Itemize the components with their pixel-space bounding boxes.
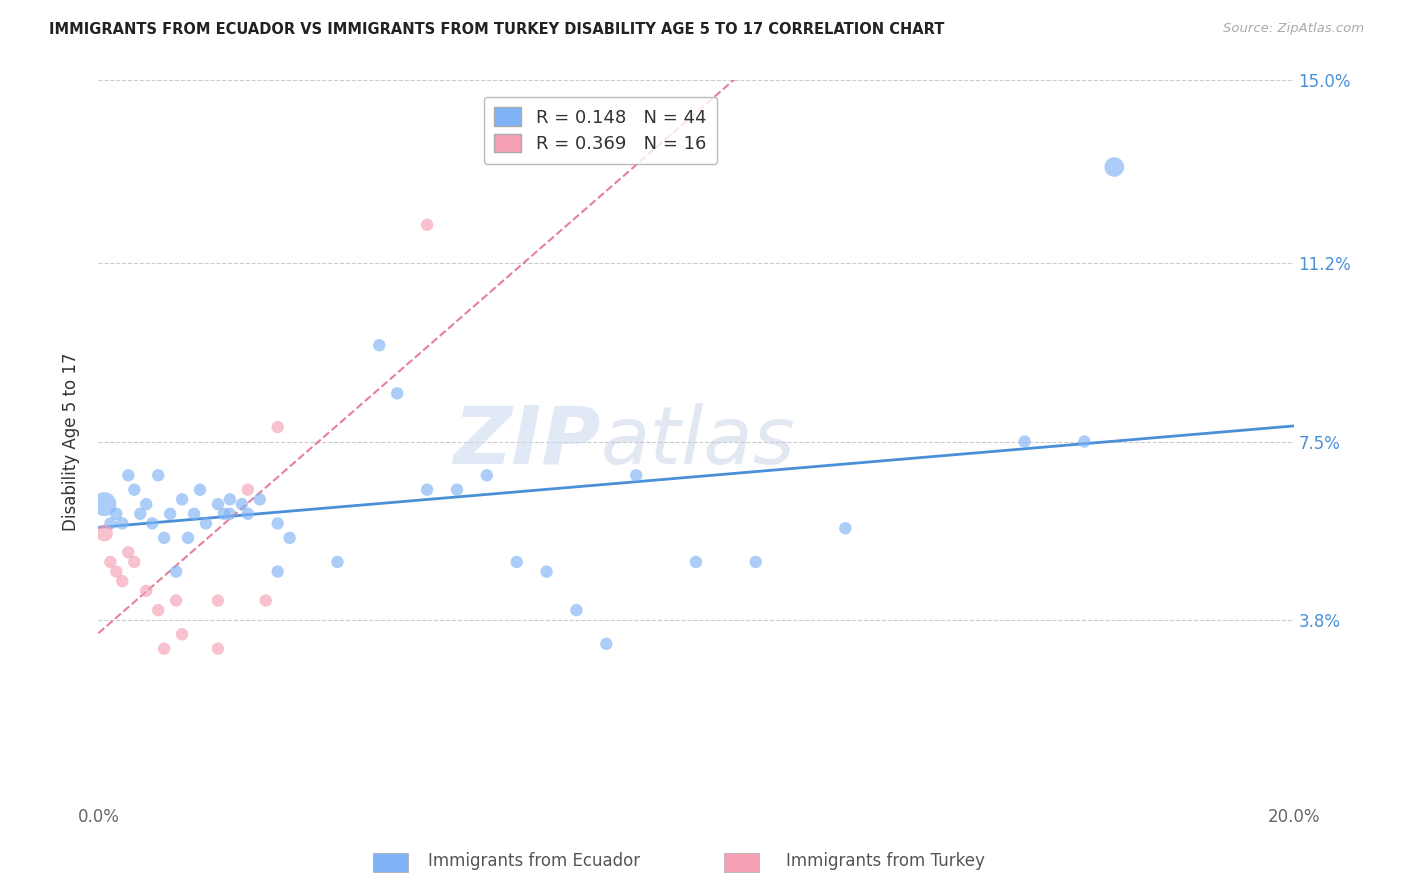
Point — [249, 492, 271, 507]
Point — [595, 637, 617, 651]
Point — [626, 468, 648, 483]
Point — [219, 507, 242, 521]
Point — [153, 641, 176, 656]
Point — [159, 507, 181, 521]
Point — [207, 641, 229, 656]
Point — [93, 497, 115, 511]
Point — [148, 468, 170, 483]
Point — [834, 521, 856, 535]
Point — [565, 603, 588, 617]
Point — [148, 603, 170, 617]
Point — [212, 507, 235, 521]
Point — [685, 555, 707, 569]
Point — [165, 593, 187, 607]
Point — [446, 483, 468, 497]
Point — [267, 565, 290, 579]
Point — [141, 516, 163, 531]
Point — [207, 497, 229, 511]
Text: Source: ZipAtlas.com: Source: ZipAtlas.com — [1223, 22, 1364, 36]
Point — [111, 516, 134, 531]
Point — [165, 565, 187, 579]
Point — [124, 483, 146, 497]
Point — [236, 507, 259, 521]
Point — [219, 492, 242, 507]
Legend: R = 0.148   N = 44, R = 0.369   N = 16: R = 0.148 N = 44, R = 0.369 N = 16 — [484, 96, 717, 164]
Point — [1104, 160, 1126, 174]
Point — [536, 565, 558, 579]
Point — [195, 516, 218, 531]
Point — [93, 526, 115, 541]
Point — [368, 338, 391, 352]
Point — [254, 593, 277, 607]
Point — [117, 468, 139, 483]
Point — [172, 627, 194, 641]
Point — [129, 507, 152, 521]
Text: Immigrants from Turkey: Immigrants from Turkey — [786, 852, 986, 870]
Point — [506, 555, 529, 569]
Point — [98, 555, 122, 569]
Point — [745, 555, 768, 569]
Point — [236, 483, 259, 497]
Point — [153, 531, 176, 545]
Point — [385, 386, 409, 401]
Y-axis label: Disability Age 5 to 17: Disability Age 5 to 17 — [62, 352, 80, 531]
Point — [98, 516, 122, 531]
Point — [1073, 434, 1095, 449]
Point — [207, 593, 229, 607]
Point — [172, 492, 194, 507]
Point — [267, 420, 290, 434]
Point — [188, 483, 211, 497]
Point — [177, 531, 200, 545]
Text: atlas: atlas — [600, 402, 796, 481]
Point — [416, 218, 439, 232]
Point — [105, 565, 128, 579]
Point — [183, 507, 205, 521]
Point — [117, 545, 139, 559]
Point — [416, 483, 439, 497]
Text: Immigrants from Ecuador: Immigrants from Ecuador — [429, 852, 640, 870]
Point — [326, 555, 349, 569]
Point — [475, 468, 498, 483]
Point — [124, 555, 146, 569]
Point — [278, 531, 301, 545]
Point — [267, 516, 290, 531]
Text: ZIP: ZIP — [453, 402, 600, 481]
Point — [231, 497, 253, 511]
Text: IMMIGRANTS FROM ECUADOR VS IMMIGRANTS FROM TURKEY DISABILITY AGE 5 TO 17 CORRELA: IMMIGRANTS FROM ECUADOR VS IMMIGRANTS FR… — [49, 22, 945, 37]
Point — [1014, 434, 1036, 449]
Point — [111, 574, 134, 589]
Point — [135, 583, 157, 598]
Point — [105, 507, 128, 521]
Point — [135, 497, 157, 511]
